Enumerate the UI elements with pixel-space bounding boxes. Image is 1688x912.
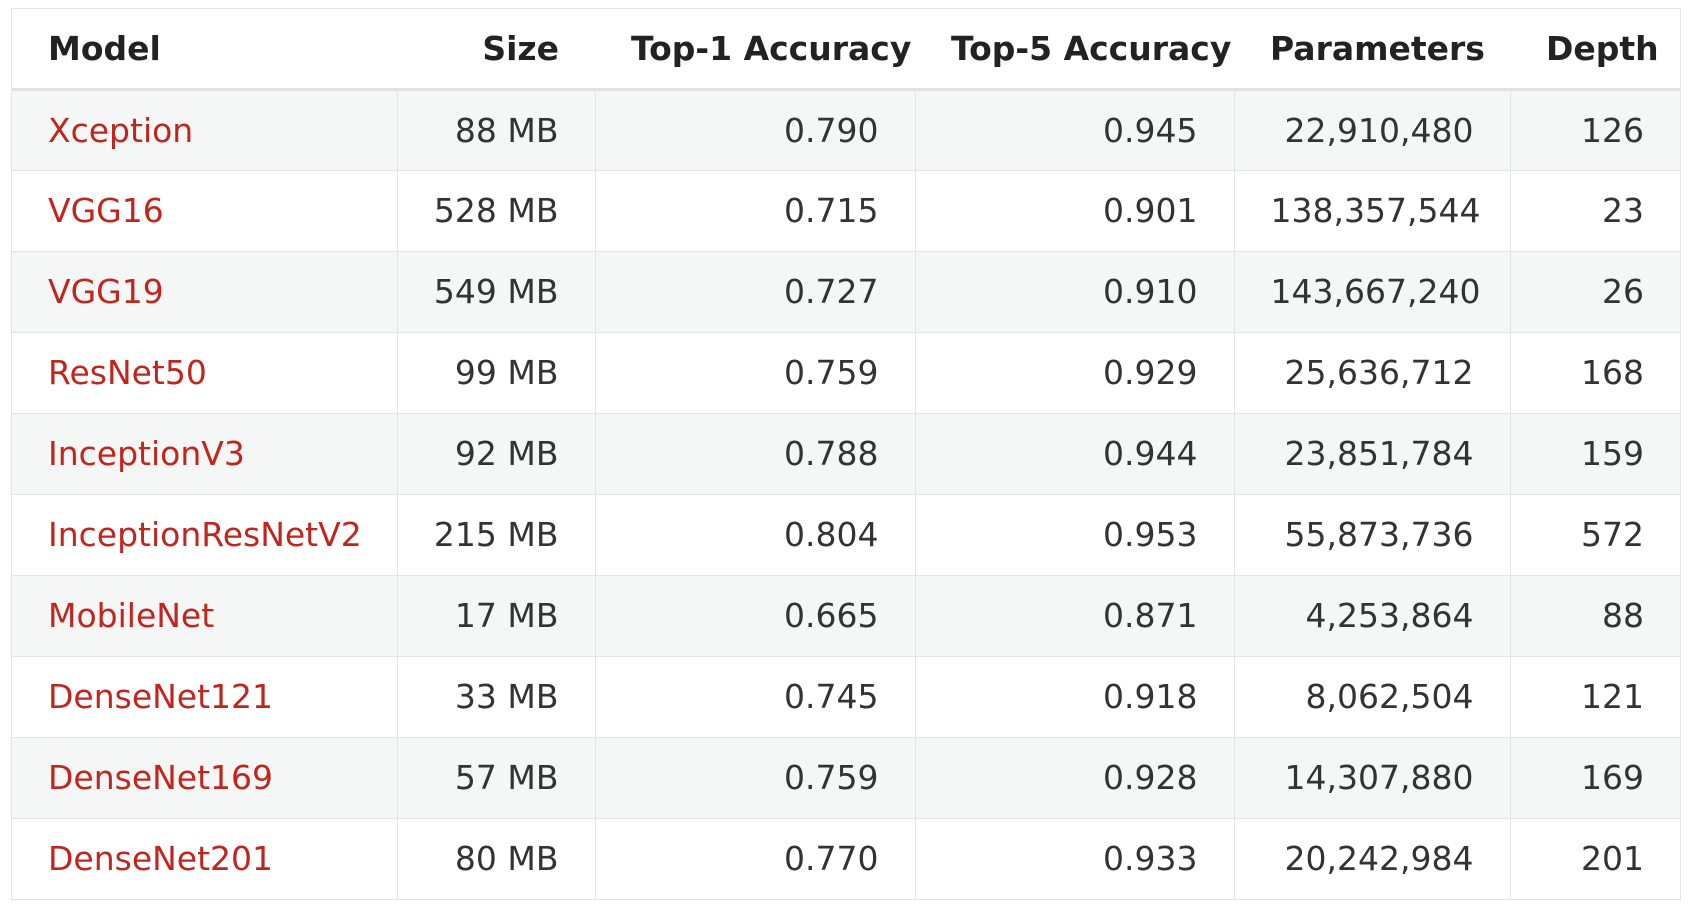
top1-cell: 0.665 (594, 574, 915, 656)
top1-cell: 0.745 (594, 655, 915, 737)
table-body: Xception 88 MB 0.790 0.945 22,910,480 12… (12, 88, 1680, 899)
top5-cell: 0.933 (914, 817, 1234, 899)
top5-cell: 0.945 (914, 88, 1234, 170)
size-cell: 99 MB (396, 331, 595, 413)
header-size: Size (397, 9, 595, 91)
model-cell: ResNet50 (12, 331, 397, 413)
size-cell: 92 MB (396, 412, 595, 494)
depth-cell: 26 (1509, 250, 1680, 332)
header-top5-accuracy: Top-5 Accuracy (915, 9, 1234, 91)
size-cell: 88 MB (396, 88, 595, 170)
depth-cell: 121 (1509, 655, 1680, 737)
size-cell: 33 MB (396, 655, 595, 737)
model-link-vgg16[interactable]: VGG16 (48, 191, 164, 230)
top1-cell: 0.788 (594, 412, 915, 494)
depth-cell: 572 (1509, 493, 1680, 575)
table-row: DenseNet201 80 MB 0.770 0.933 20,242,984… (12, 817, 1680, 899)
model-link-inceptionv3[interactable]: InceptionV3 (48, 434, 245, 473)
size-cell: 528 MB (396, 169, 595, 251)
model-cell: DenseNet201 (12, 817, 397, 899)
size-cell: 57 MB (396, 736, 595, 818)
depth-cell: 169 (1509, 736, 1680, 818)
model-link-densenet201[interactable]: DenseNet201 (48, 839, 274, 879)
top1-cell: 0.770 (594, 817, 915, 899)
size-cell: 215 MB (396, 493, 595, 575)
model-link-mobilenet[interactable]: MobileNet (48, 596, 215, 635)
table-row: ResNet50 99 MB 0.759 0.929 25,636,712 16… (12, 331, 1680, 413)
size-cell: 17 MB (396, 574, 595, 656)
params-cell: 25,636,712 (1233, 331, 1510, 413)
size-cell: 549 MB (396, 250, 595, 332)
table-row: Xception 88 MB 0.790 0.945 22,910,480 12… (12, 88, 1680, 170)
model-cell: VGG19 (12, 250, 397, 332)
table-header: Model Size Top-1 Accuracy Top-5 Accuracy… (12, 9, 1680, 91)
model-cell: VGG16 (12, 169, 397, 251)
top1-cell: 0.804 (594, 493, 915, 575)
model-link-resnet50[interactable]: ResNet50 (48, 353, 207, 392)
params-cell: 23,851,784 (1233, 412, 1510, 494)
header-top1-accuracy: Top-1 Accuracy (595, 9, 915, 91)
params-cell: 4,253,864 (1233, 574, 1510, 656)
model-link-densenet169[interactable]: DenseNet169 (48, 758, 274, 797)
top1-cell: 0.727 (594, 250, 915, 332)
top1-cell: 0.790 (594, 88, 915, 170)
table-row: VGG16 528 MB 0.715 0.901 138,357,544 23 (12, 169, 1680, 251)
params-cell: 20,242,984 (1233, 817, 1510, 899)
params-cell: 14,307,880 (1233, 736, 1510, 818)
depth-cell: 201 (1509, 817, 1680, 899)
depth-cell: 23 (1509, 169, 1680, 251)
size-cell: 80 MB (396, 817, 595, 899)
table-row: InceptionResNetV2 215 MB 0.804 0.953 55,… (12, 493, 1680, 575)
depth-cell: 159 (1509, 412, 1680, 494)
params-cell: 22,910,480 (1233, 88, 1510, 170)
model-link-densenet121[interactable]: DenseNet121 (48, 677, 274, 716)
model-link-xception[interactable]: Xception (48, 110, 194, 150)
top5-cell: 0.928 (914, 736, 1234, 818)
models-table-container: Model Size Top-1 Accuracy Top-5 Accuracy… (11, 8, 1681, 900)
depth-cell: 88 (1509, 574, 1680, 656)
top5-cell: 0.871 (914, 574, 1234, 656)
header-model: Model (12, 9, 397, 91)
model-cell: InceptionResNetV2 (12, 493, 397, 575)
model-cell: DenseNet169 (12, 736, 397, 818)
params-cell: 8,062,504 (1233, 655, 1510, 737)
top1-cell: 0.759 (594, 331, 915, 413)
table-row: DenseNet121 33 MB 0.745 0.918 8,062,504 … (12, 655, 1680, 737)
header-row: Model Size Top-1 Accuracy Top-5 Accuracy… (12, 9, 1680, 91)
params-cell: 143,667,240 (1233, 250, 1510, 332)
model-cell: Xception (12, 88, 397, 170)
params-cell: 138,357,544 (1233, 169, 1510, 251)
top5-cell: 0.929 (914, 331, 1234, 413)
top1-cell: 0.759 (594, 736, 915, 818)
table-row: DenseNet169 57 MB 0.759 0.928 14,307,880… (12, 736, 1680, 818)
top5-cell: 0.953 (914, 493, 1234, 575)
top1-cell: 0.715 (594, 169, 915, 251)
model-cell: MobileNet (12, 574, 397, 656)
model-link-vgg19[interactable]: VGG19 (48, 272, 164, 311)
header-parameters: Parameters (1234, 9, 1510, 91)
model-cell: InceptionV3 (12, 412, 397, 494)
header-depth: Depth (1510, 9, 1680, 91)
table-row: VGG19 549 MB 0.727 0.910 143,667,240 26 (12, 250, 1680, 332)
models-table: Model Size Top-1 Accuracy Top-5 Accuracy… (12, 9, 1680, 899)
top5-cell: 0.901 (914, 169, 1234, 251)
depth-cell: 168 (1509, 331, 1680, 413)
top5-cell: 0.944 (914, 412, 1234, 494)
model-cell: DenseNet121 (12, 655, 397, 737)
depth-cell: 126 (1509, 88, 1680, 170)
top5-cell: 0.910 (914, 250, 1234, 332)
top5-cell: 0.918 (914, 655, 1234, 737)
model-link-inceptionresnetv2[interactable]: InceptionResNetV2 (48, 515, 362, 554)
params-cell: 55,873,736 (1233, 493, 1510, 575)
table-row: MobileNet 17 MB 0.665 0.871 4,253,864 88 (12, 574, 1680, 656)
table-row: InceptionV3 92 MB 0.788 0.944 23,851,784… (12, 412, 1680, 494)
